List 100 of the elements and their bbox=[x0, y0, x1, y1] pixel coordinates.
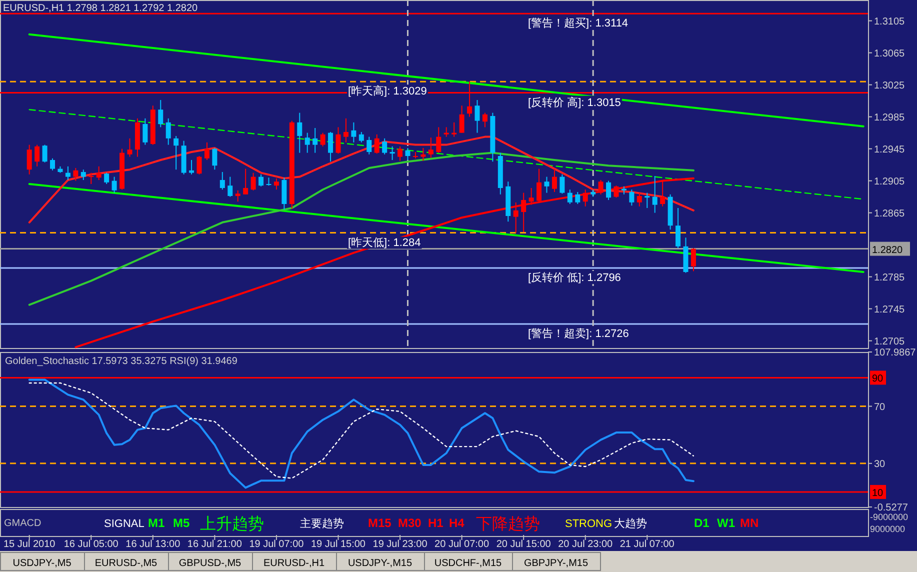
text: GBPUSD-,M5 bbox=[178, 558, 242, 569]
x-tick-label: 16 Jul 13:00 bbox=[126, 539, 181, 550]
candlestick bbox=[220, 172, 225, 190]
x-tick-label: 19 Jul 07:00 bbox=[249, 539, 304, 550]
candlestick bbox=[336, 126, 341, 154]
y-tick-label: 1.3025 bbox=[874, 80, 906, 92]
candlestick bbox=[304, 132, 310, 154]
text: 大趋势 bbox=[614, 517, 647, 530]
line-series bbox=[28, 152, 694, 306]
candlestick bbox=[343, 118, 348, 143]
text: 主要趋势 bbox=[300, 517, 344, 530]
text: SIGNAL bbox=[104, 518, 144, 530]
candlestick bbox=[560, 174, 565, 194]
candlestick bbox=[258, 174, 264, 187]
y-tick-label: 1.2745 bbox=[874, 304, 906, 316]
text: 上升趋势 bbox=[200, 515, 264, 533]
x-tick-label: 20 Jul 15:00 bbox=[496, 539, 552, 550]
candlestick bbox=[358, 132, 364, 143]
candlestick bbox=[405, 148, 410, 160]
candlestick bbox=[582, 189, 588, 207]
y-tick-label: 1.3065 bbox=[874, 48, 906, 60]
candlestick bbox=[366, 136, 372, 155]
y-tick-label: 70 bbox=[874, 402, 886, 413]
candlestick bbox=[398, 146, 403, 162]
candlestick bbox=[521, 192, 526, 232]
y-tick-label: 30 bbox=[874, 458, 886, 470]
candlestick bbox=[189, 160, 194, 175]
candlestick bbox=[428, 137, 434, 158]
y-tick-label: -0.5277 bbox=[874, 502, 908, 514]
candlestick bbox=[328, 132, 334, 162]
text: MN bbox=[740, 516, 759, 530]
candlestick bbox=[444, 126, 449, 138]
x-tick-label: 19 Jul 23:00 bbox=[372, 539, 428, 550]
text: GMACD bbox=[4, 518, 42, 529]
candlestick bbox=[660, 180, 666, 207]
text: STRONG bbox=[565, 518, 612, 530]
candlestick bbox=[80, 169, 86, 180]
candlestick bbox=[104, 172, 110, 184]
x-tick-label: 20 Jul 23:00 bbox=[558, 539, 614, 550]
candlestick bbox=[614, 185, 619, 198]
y-tick-label: 1.3105 bbox=[874, 16, 906, 28]
ref-line-label: 90 bbox=[872, 374, 884, 385]
candlestick bbox=[228, 176, 233, 198]
candlestick bbox=[528, 188, 534, 206]
candlestick bbox=[26, 144, 32, 175]
candlestick bbox=[459, 105, 464, 134]
chart-title: Golden_Stochastic 17.5973 35.3275 RSI(9) 31.9469 bbox=[5, 356, 238, 367]
candlestick bbox=[127, 138, 132, 158]
text: M5 bbox=[173, 516, 190, 530]
text: H4 bbox=[449, 516, 465, 530]
chart-title: EURUSD-,H1 1.2798 1.2821 1.2792 1.2820 bbox=[3, 3, 198, 14]
candlestick bbox=[676, 208, 681, 248]
candlestick bbox=[652, 176, 658, 214]
candlestick bbox=[374, 134, 380, 154]
candlestick bbox=[567, 189, 572, 204]
ref-line-label: [反转价 低]: 1.2796 bbox=[528, 271, 621, 284]
x-tick-label: 20 Jul 07:00 bbox=[434, 539, 490, 550]
candlestick bbox=[312, 128, 318, 154]
y-tick-label: 107.9867 bbox=[874, 348, 916, 358]
candlestick bbox=[73, 168, 78, 182]
text: W1 bbox=[717, 516, 736, 530]
text: M15 bbox=[368, 516, 392, 530]
y-tick-label: 1.2905 bbox=[874, 176, 906, 188]
text: M1 bbox=[148, 516, 165, 530]
candlestick bbox=[166, 118, 171, 146]
candlestick bbox=[274, 178, 279, 190]
candlestick bbox=[420, 148, 426, 162]
text: H1 bbox=[428, 516, 444, 530]
candlestick bbox=[50, 158, 56, 171]
candlestick bbox=[606, 180, 612, 200]
text: EURUSD-,H1 bbox=[263, 558, 325, 569]
y-tick-label: 1.2705 bbox=[874, 336, 906, 348]
text: USDJPY-,M5 bbox=[12, 558, 72, 569]
text: USDCHF-,M15 bbox=[434, 558, 502, 569]
candlestick bbox=[34, 144, 40, 167]
ref-line-label: 10 bbox=[872, 488, 884, 499]
candlestick bbox=[158, 100, 164, 128]
candlestick bbox=[644, 192, 650, 208]
x-tick-label: 19 Jul 15:00 bbox=[310, 539, 366, 550]
text: D1 bbox=[694, 516, 710, 530]
candlestick bbox=[88, 172, 94, 184]
candlestick bbox=[112, 176, 117, 194]
candlestick bbox=[351, 122, 356, 143]
y-tick-label: 1.2865 bbox=[874, 208, 906, 220]
candlestick bbox=[474, 100, 480, 134]
line-series bbox=[28, 136, 694, 224]
ref-line-label: [昨天高]: 1.3029 bbox=[348, 84, 427, 98]
candlestick bbox=[575, 192, 580, 204]
ref-line-label: [昨天低]: 1.284 bbox=[348, 236, 421, 249]
candlestick bbox=[282, 177, 287, 210]
text: M30 bbox=[398, 516, 422, 530]
ref-line-label: [警告！超卖]: 1.2726 bbox=[528, 327, 629, 340]
y-tick-label: 1.2945 bbox=[874, 144, 906, 156]
candlestick bbox=[320, 132, 326, 147]
ref-line-label: 1.2820 bbox=[872, 244, 904, 256]
y-tick-label: 1.2785 bbox=[874, 272, 906, 284]
candlestick bbox=[513, 202, 518, 234]
candlestick bbox=[96, 166, 102, 180]
candlestick bbox=[250, 172, 256, 191]
x-tick-label: 15 Jul 2010 bbox=[3, 539, 56, 550]
